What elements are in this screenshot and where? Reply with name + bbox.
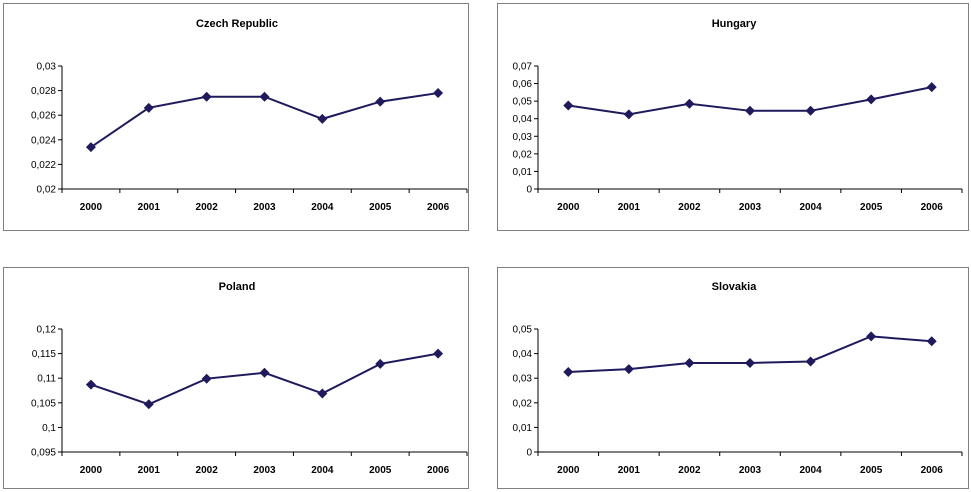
data-point-marker bbox=[563, 100, 574, 111]
data-point-marker bbox=[375, 358, 386, 369]
x-tick-label: 2000 bbox=[557, 465, 580, 476]
line-chart-czech-republic: Czech Republic 0,02 0,022 0,024 0,026 0,028 0,… bbox=[31, 18, 468, 213]
line-chart-slovakia: Slovakia 0 0,01 0,02 0,03 0,04 0,05 2000 2001 200… bbox=[513, 281, 963, 476]
y-tick-label: 0,01 bbox=[513, 423, 533, 434]
x-tick-label: 2006 bbox=[921, 202, 944, 213]
data-point-marker bbox=[433, 88, 444, 99]
x-tick-label: 2002 bbox=[196, 465, 219, 476]
y-tick-label: 0,02 bbox=[37, 185, 57, 196]
x-tick-label: 2005 bbox=[369, 202, 392, 213]
y-tick-label: 0 bbox=[526, 448, 532, 459]
x-tick-label: 2005 bbox=[369, 465, 392, 476]
x-tick-label: 2003 bbox=[739, 202, 762, 213]
series-line-poland bbox=[90, 352, 439, 406]
x-tick-label: 2001 bbox=[138, 202, 161, 213]
data-point-marker bbox=[143, 399, 154, 410]
y-tick-label: 0,03 bbox=[513, 132, 533, 143]
x-tick-label: 2000 bbox=[80, 465, 103, 476]
x-tick-label: 2002 bbox=[678, 465, 701, 476]
data-point-marker bbox=[745, 357, 755, 368]
data-point-marker bbox=[805, 105, 816, 116]
data-point-marker bbox=[623, 364, 634, 375]
y-tick-label: 0 bbox=[526, 185, 532, 196]
data-point-marker bbox=[259, 91, 270, 102]
chart-panel-hungary: Hungary 0 0,01 0,02 0,03 0,04 0,05 0,06 0,07 2000… bbox=[497, 3, 969, 231]
x-tick-label: 2005 bbox=[860, 465, 883, 476]
data-point-marker bbox=[684, 357, 695, 368]
x-tick-label: 2006 bbox=[921, 465, 944, 476]
y-tick-label: 0,04 bbox=[513, 349, 533, 360]
y-tick-label: 0,115 bbox=[32, 349, 57, 360]
chart-title: Poland bbox=[219, 281, 256, 293]
x-tick-label: 2002 bbox=[196, 202, 219, 213]
data-point-marker bbox=[259, 367, 270, 378]
data-point-marker bbox=[375, 96, 386, 107]
chart-panel-czech-republic: Czech Republic 0,02 0,022 0,024 0,026 0,028 0,… bbox=[3, 3, 469, 231]
y-tick-label: 0,03 bbox=[37, 62, 57, 73]
data-point-marker bbox=[866, 94, 877, 105]
data-point-marker bbox=[201, 373, 212, 384]
chart-title: Slovakia bbox=[712, 281, 758, 293]
x-tick-label: 2003 bbox=[739, 465, 762, 476]
y-tick-label: 0,095 bbox=[31, 448, 56, 459]
data-point-marker bbox=[85, 142, 96, 153]
y-tick-label: 0,12 bbox=[37, 325, 57, 336]
data-point-marker bbox=[433, 348, 444, 359]
line-chart-hungary: Hungary 0 0,01 0,02 0,03 0,04 0,05 0,06 0,07 2000… bbox=[513, 18, 963, 213]
y-tick-label: 0,06 bbox=[513, 79, 533, 90]
y-tick-label: 0,03 bbox=[513, 374, 533, 385]
chart-title: Hungary bbox=[712, 18, 758, 30]
data-point-marker bbox=[805, 356, 816, 367]
y-tick-label: 0,07 bbox=[513, 62, 533, 73]
x-tick-label: 2002 bbox=[678, 202, 701, 213]
y-tick-label: 0,105 bbox=[31, 398, 56, 409]
data-point-marker bbox=[317, 113, 328, 124]
data-point-marker bbox=[85, 379, 96, 390]
chart-panel-poland: Poland 0,095 0,1 0,105 0,11 0,115 0,12 2000 2001… bbox=[3, 267, 469, 489]
data-point-marker bbox=[684, 98, 695, 109]
x-tick-label: 2004 bbox=[799, 465, 822, 476]
line-chart-poland: Poland 0,095 0,1 0,105 0,11 0,115 0,12 2000 2001… bbox=[31, 281, 468, 476]
y-tick-label: 0,02 bbox=[513, 398, 533, 409]
data-point-marker bbox=[745, 105, 755, 116]
y-tick-label: 0,024 bbox=[31, 135, 56, 146]
x-tick-label: 2005 bbox=[860, 202, 883, 213]
x-tick-label: 2006 bbox=[427, 465, 450, 476]
x-tick-label: 2004 bbox=[311, 465, 334, 476]
chart-panel-slovakia: Slovakia 0 0,01 0,02 0,03 0,04 0,05 2000 2001 200… bbox=[497, 267, 969, 489]
data-point-marker bbox=[623, 109, 634, 120]
x-tick-label: 2001 bbox=[618, 465, 641, 476]
data-point-marker bbox=[926, 82, 937, 93]
x-tick-label: 2004 bbox=[311, 202, 334, 213]
x-tick-label: 2004 bbox=[799, 202, 822, 213]
data-point-marker bbox=[317, 388, 328, 399]
data-point-marker bbox=[866, 331, 877, 342]
y-tick-label: 0,1 bbox=[42, 423, 56, 434]
y-tick-label: 0,05 bbox=[513, 97, 533, 108]
chart-title: Czech Republic bbox=[196, 18, 278, 30]
x-tick-label: 2006 bbox=[427, 202, 450, 213]
y-tick-label: 0,02 bbox=[513, 149, 533, 160]
y-tick-label: 0,022 bbox=[31, 160, 56, 171]
y-tick-label: 0,01 bbox=[513, 167, 533, 178]
data-point-marker bbox=[201, 91, 212, 102]
x-tick-label: 2003 bbox=[253, 202, 276, 213]
data-point-marker bbox=[926, 336, 937, 347]
y-tick-label: 0,026 bbox=[31, 111, 56, 122]
data-point-marker bbox=[143, 102, 154, 113]
x-tick-label: 2003 bbox=[253, 465, 276, 476]
x-tick-label: 2000 bbox=[80, 202, 103, 213]
y-tick-label: 0,028 bbox=[31, 86, 56, 97]
y-tick-label: 0,05 bbox=[513, 325, 533, 336]
y-tick-label: 0,11 bbox=[37, 374, 56, 385]
data-point-marker bbox=[563, 367, 574, 378]
x-tick-label: 2001 bbox=[138, 465, 161, 476]
x-tick-label: 2000 bbox=[557, 202, 580, 213]
y-tick-label: 0,04 bbox=[513, 114, 533, 125]
x-tick-label: 2001 bbox=[618, 202, 641, 213]
